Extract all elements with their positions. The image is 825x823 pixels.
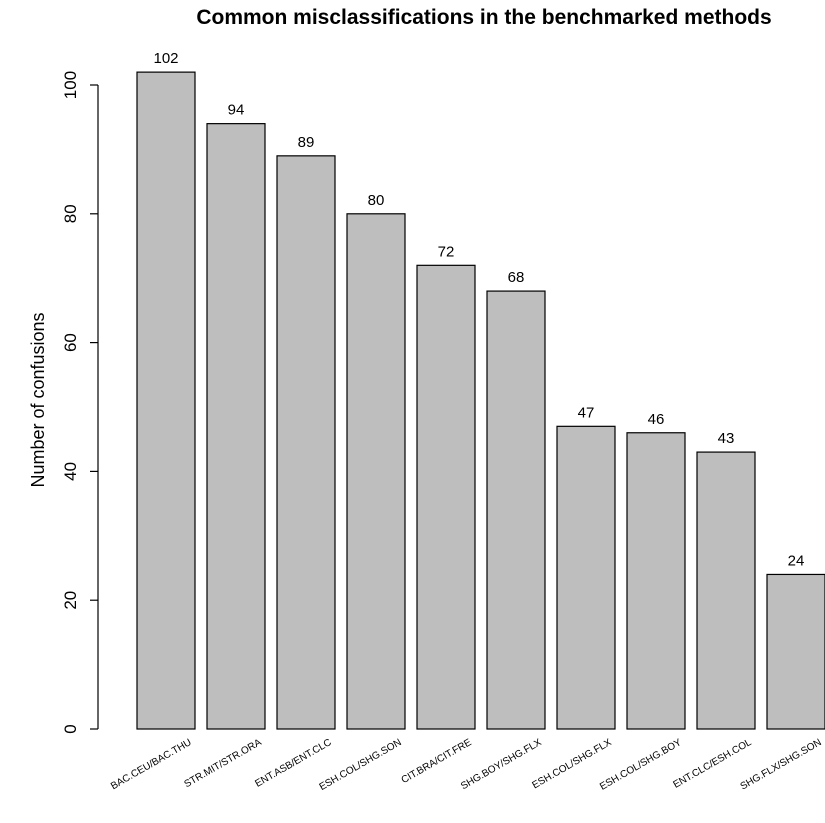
- data-label: 46: [648, 411, 665, 428]
- data-label: 102: [153, 50, 178, 67]
- y-tick-label: 80: [61, 204, 80, 223]
- y-axis-label: Number of confusions: [28, 312, 48, 487]
- y-tick-label: 20: [61, 591, 80, 610]
- y-tick-label: 60: [61, 333, 80, 352]
- bar: [276, 155, 336, 730]
- x-tick-label: BAC.CEU/BAC.THU: [109, 737, 193, 792]
- bar: [136, 71, 196, 730]
- data-label: 94: [228, 102, 245, 119]
- data-label: 89: [298, 134, 315, 151]
- bar: [416, 264, 476, 730]
- data-label: 80: [368, 192, 385, 209]
- y-tick-label: 40: [61, 462, 80, 481]
- data-label: 43: [718, 430, 735, 447]
- data-label: 24: [788, 552, 805, 569]
- bars: [136, 71, 825, 730]
- y-tick-label: 0: [61, 724, 80, 733]
- data-label: 47: [578, 404, 595, 421]
- bar: [696, 451, 756, 730]
- y-axis: 0 20 40 60 80 100: [61, 71, 99, 734]
- x-axis-tick-labels: BAC.CEU/BAC.THUSTR.MIT/STR.ORAENT.ASB/EN…: [109, 737, 823, 793]
- bar: [346, 213, 406, 730]
- y-tick-label: 100: [61, 71, 80, 99]
- data-label: 72: [438, 243, 455, 260]
- bar: [486, 290, 546, 730]
- chart-title: Common misclassifications in the benchma…: [196, 6, 771, 29]
- data-labels: 102 94 89 80 72 68 47 46 43 24: [153, 50, 804, 569]
- x-tick-label: CIT.BRA/CIT.FRE: [400, 737, 474, 786]
- bar: [206, 123, 266, 730]
- data-label: 68: [508, 269, 525, 286]
- bar: [766, 573, 825, 730]
- bar: [556, 425, 616, 730]
- x-tick-label: STR.MIT/STR.ORA: [182, 737, 263, 790]
- bar: [626, 432, 686, 730]
